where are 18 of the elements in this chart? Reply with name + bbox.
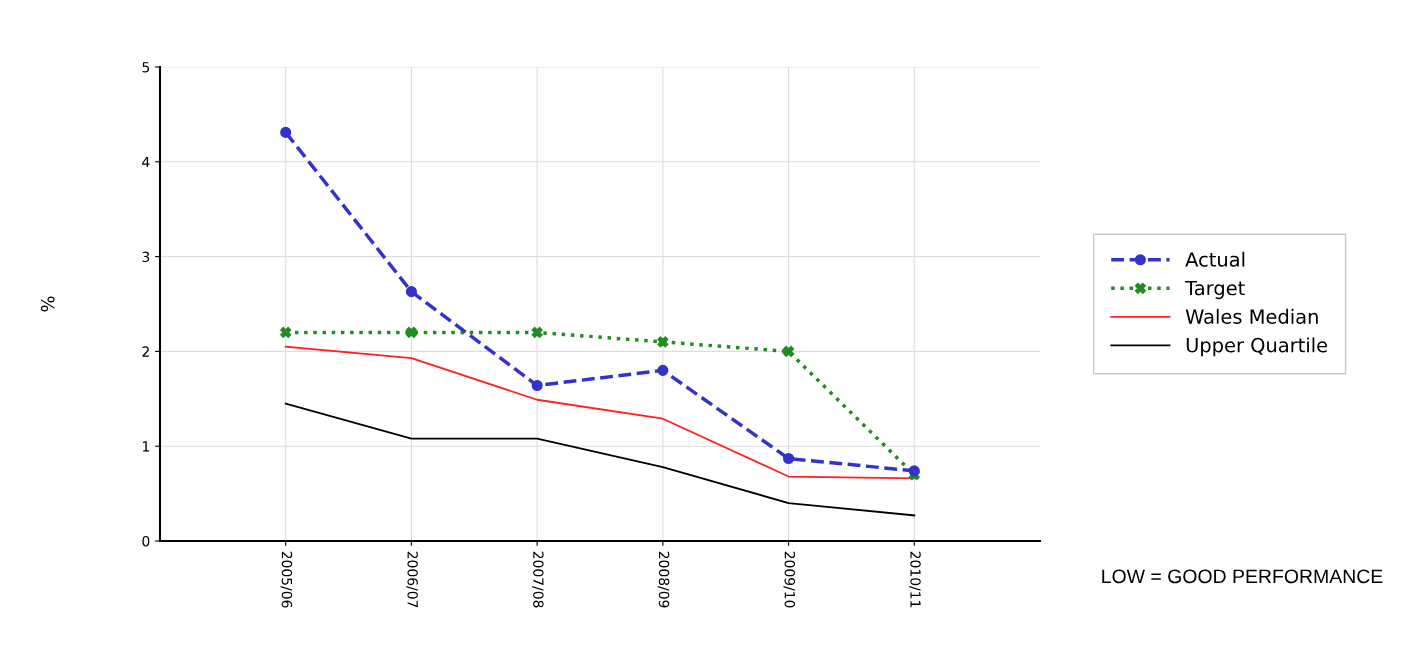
y-tick-label: 5 (142, 62, 150, 73)
legend-label: Wales Median (1185, 308, 1318, 324)
x-tick-label: 2010/11 (909, 551, 921, 608)
x-tick-label: 2005/06 (280, 551, 293, 608)
x-tick-label: 2009/10 (783, 551, 796, 608)
y-tick-label: 4 (142, 156, 150, 168)
y-tick-label: 3 (142, 251, 150, 263)
legend-label: Target (1185, 280, 1245, 300)
x-tick-label: 2006/07 (406, 551, 418, 608)
y-tick-label: 1 (142, 441, 149, 452)
y-tick-label: 2 (142, 346, 149, 357)
y-axis-title: % (40, 296, 55, 312)
x-tick-label: 2007/08 (532, 551, 544, 608)
legend-label: Actual (1185, 251, 1245, 267)
y-tick-label: 0 (142, 535, 150, 547)
x-tick-label: 2008/09 (657, 551, 670, 608)
legend-label: Upper Quartile (1186, 337, 1328, 357)
text: LOW = GOOD PERFORMANCE (1102, 569, 1383, 584)
